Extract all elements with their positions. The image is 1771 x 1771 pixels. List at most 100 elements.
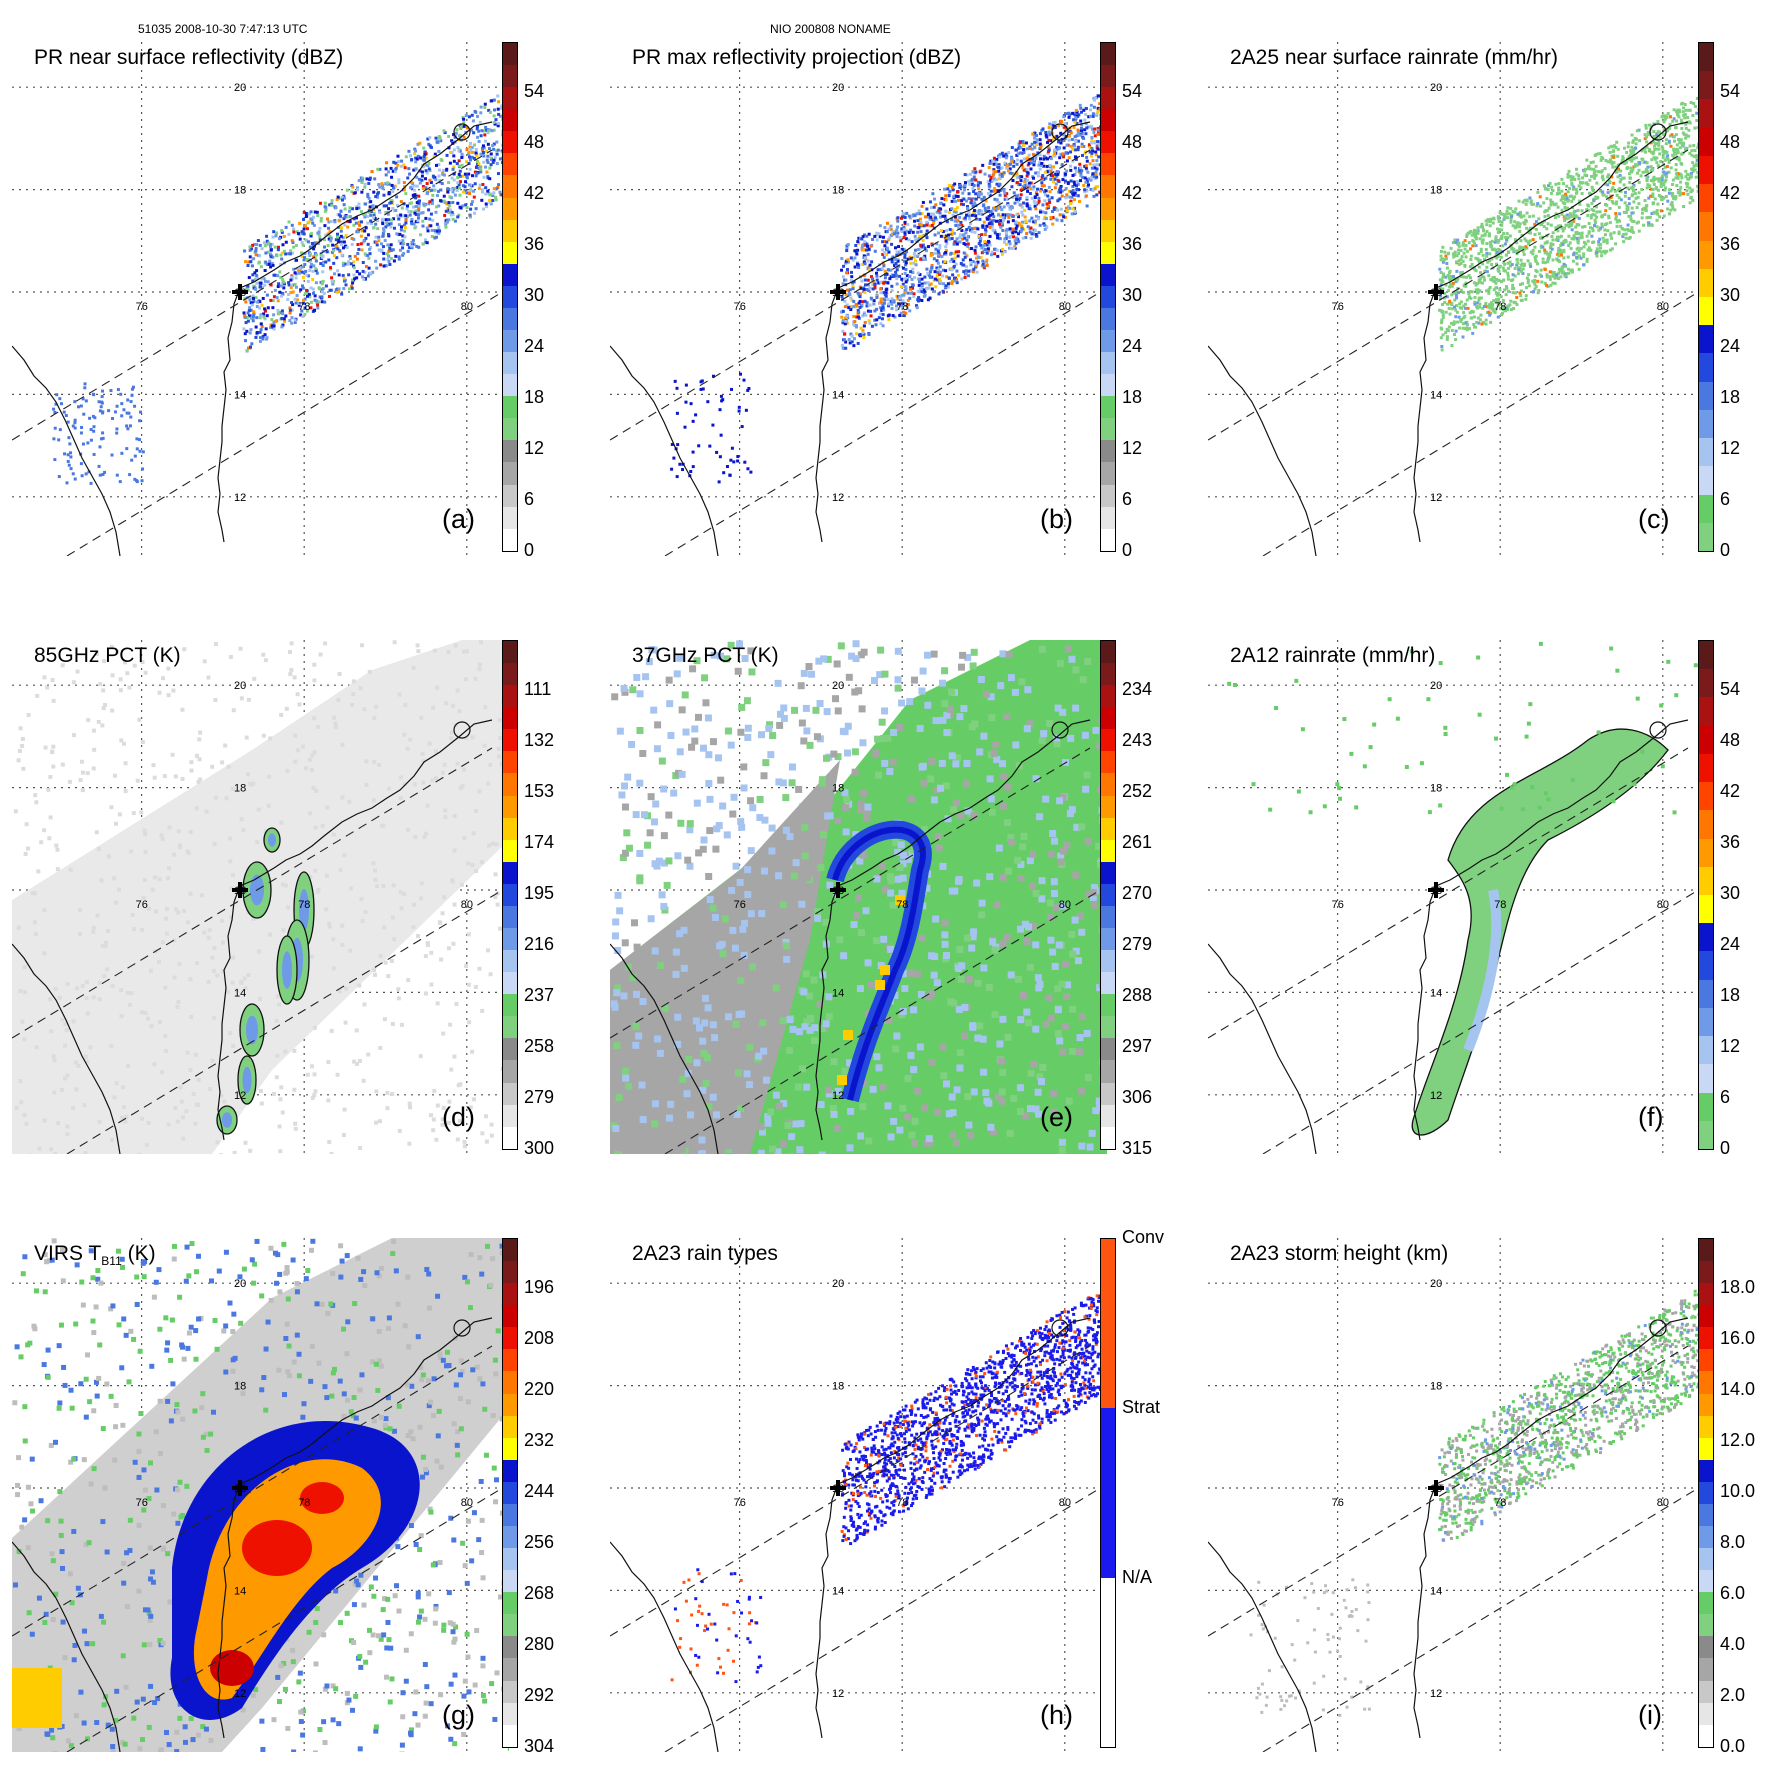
data-pixel xyxy=(341,236,345,240)
data-pixel xyxy=(1510,215,1514,219)
data-pixel xyxy=(410,246,414,250)
data-pixel xyxy=(445,202,449,206)
data-pixel xyxy=(1629,149,1633,153)
data-pixel xyxy=(913,248,917,252)
data-pixel xyxy=(339,242,343,246)
data-pixel xyxy=(1509,308,1513,312)
data-pixel xyxy=(1529,250,1533,254)
data-pixel xyxy=(323,224,327,228)
data-pixel xyxy=(849,332,853,336)
data-pixel xyxy=(361,261,365,265)
storm-center-cross-icon xyxy=(830,284,846,300)
data-pixel xyxy=(1060,119,1064,123)
data-pixel xyxy=(861,263,865,267)
data-pixel xyxy=(930,263,934,267)
data-pixel xyxy=(301,275,305,279)
data-pixel xyxy=(1539,245,1543,249)
coastline-india-east xyxy=(815,121,1091,543)
data-pixel xyxy=(1019,146,1023,150)
data-pixel xyxy=(892,232,896,236)
data-pixel xyxy=(1004,195,1008,199)
data-pixel xyxy=(410,244,414,248)
data-pixel xyxy=(251,243,255,247)
data-pixel xyxy=(1527,284,1531,288)
data-pixel xyxy=(876,268,880,272)
data-pixel xyxy=(898,274,902,278)
data-pixel xyxy=(1474,244,1478,248)
data-pixel xyxy=(1498,288,1502,292)
data-pixel xyxy=(1015,197,1019,201)
data-pixel xyxy=(1545,209,1549,213)
data-pixel xyxy=(474,151,478,155)
data-pixel xyxy=(1015,236,1019,240)
data-pixel xyxy=(1015,176,1019,180)
data-pixel xyxy=(1577,184,1581,188)
data-pixel xyxy=(1662,133,1666,137)
data-pixel xyxy=(923,275,927,279)
colorbar-swatch xyxy=(503,109,517,132)
data-pixel xyxy=(351,281,355,285)
data-pixel xyxy=(1519,258,1523,262)
data-pixel xyxy=(1477,298,1481,302)
data-pixel xyxy=(1025,174,1029,178)
data-pixel xyxy=(342,203,346,207)
data-pixel xyxy=(938,215,942,219)
data-pixel xyxy=(1045,225,1049,229)
data-pixel xyxy=(1646,133,1650,137)
data-pixel xyxy=(498,190,502,194)
data-pixel xyxy=(374,235,378,239)
data-pixel xyxy=(871,287,875,291)
data-pixel xyxy=(269,283,273,287)
data-pixel xyxy=(1067,138,1071,142)
data-pixel xyxy=(1438,278,1442,282)
data-pixel xyxy=(371,204,375,208)
data-pixel xyxy=(1631,139,1635,143)
data-pixel xyxy=(312,291,316,295)
data-pixel xyxy=(1034,143,1038,147)
data-pixel xyxy=(1008,227,1012,231)
data-pixel xyxy=(1072,125,1076,129)
data-pixel xyxy=(1078,133,1082,137)
data-pixel xyxy=(962,263,966,267)
data-pixel xyxy=(1012,246,1016,250)
data-pixel xyxy=(265,293,269,297)
data-pixel xyxy=(101,431,105,435)
data-pixel xyxy=(1034,171,1038,175)
data-pixel xyxy=(1684,136,1688,140)
data-pixel xyxy=(421,184,425,188)
data-pixel xyxy=(274,234,278,238)
data-pixel xyxy=(893,315,897,319)
data-pixel xyxy=(389,225,393,229)
data-pixel xyxy=(883,276,887,280)
data-pixel xyxy=(258,285,262,289)
data-pixel xyxy=(464,203,468,207)
data-pixel xyxy=(326,232,330,236)
data-pixel xyxy=(1538,195,1542,199)
data-pixel xyxy=(1082,183,1086,187)
data-pixel xyxy=(368,207,372,211)
data-pixel xyxy=(418,199,422,203)
data-pixel xyxy=(944,236,948,240)
data-pixel xyxy=(980,209,984,213)
data-pixel xyxy=(477,186,481,190)
data-pixel xyxy=(1538,204,1542,208)
data-pixel xyxy=(126,398,130,402)
data-pixel xyxy=(859,332,863,336)
data-pixel xyxy=(1623,201,1627,205)
lon-label: 78 xyxy=(298,301,310,313)
data-pixel xyxy=(1088,162,1092,166)
data-pixel xyxy=(1570,182,1574,186)
data-pixel xyxy=(273,245,277,249)
data-pixel xyxy=(1506,274,1510,278)
data-pixel xyxy=(327,258,331,262)
data-pixel xyxy=(1554,182,1558,186)
data-pixel xyxy=(1487,234,1491,238)
data-pixel xyxy=(1555,273,1559,277)
data-pixel xyxy=(981,259,985,263)
data-pixel xyxy=(1098,143,1102,147)
coastline-india-east xyxy=(217,121,493,543)
data-pixel xyxy=(365,177,369,181)
data-pixel xyxy=(950,218,954,222)
data-pixel xyxy=(1690,153,1694,157)
data-pixel xyxy=(941,234,945,238)
